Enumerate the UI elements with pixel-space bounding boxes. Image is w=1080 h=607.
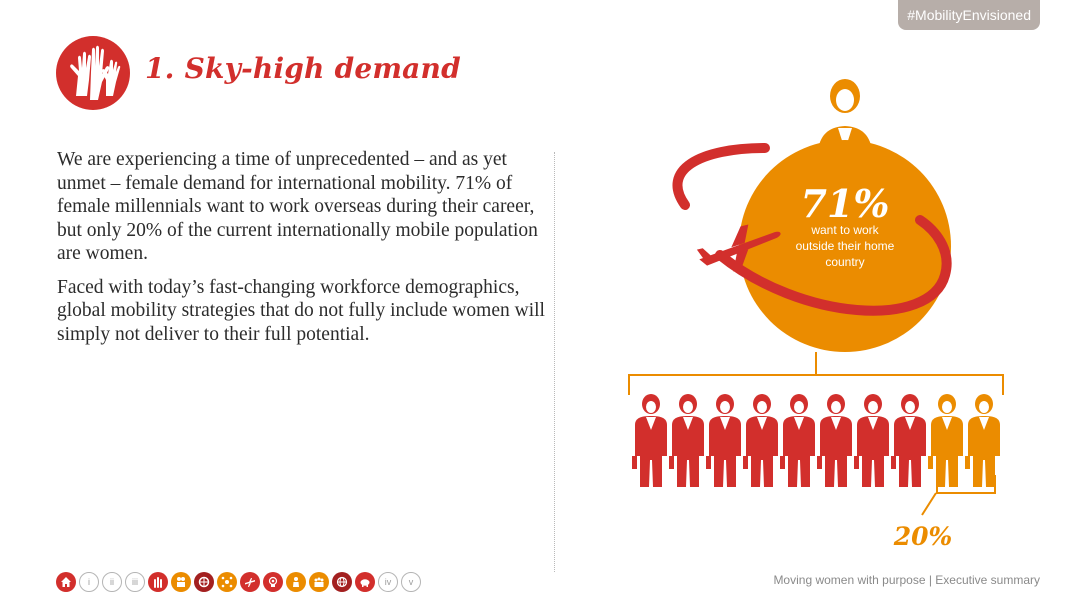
nav-home[interactable] xyxy=(56,572,76,592)
nav-section-5[interactable] xyxy=(240,572,260,592)
nav-section-1[interactable] xyxy=(148,572,168,592)
nav-section-6[interactable] xyxy=(263,572,283,592)
raised-hands-icon xyxy=(56,36,130,110)
big-stat: 71% xyxy=(801,181,890,226)
nav-section-8[interactable] xyxy=(309,572,329,592)
nav-v[interactable]: v xyxy=(401,572,421,592)
hashtag-badge: #MobilityEnvisioned xyxy=(898,0,1040,30)
orbit-front-arc xyxy=(715,215,952,316)
person-icon xyxy=(290,576,302,588)
people-icon xyxy=(175,576,187,588)
big-stat-line-2: outside their home xyxy=(796,239,895,253)
big-stat-line-1: want to work xyxy=(810,223,879,237)
airplane-icon xyxy=(696,224,781,272)
paragraph-1: We are experiencing a time of unpreceden… xyxy=(57,149,538,264)
nav-section-7[interactable] xyxy=(286,572,306,592)
infographic: 71% want to work outside their home coun… xyxy=(628,79,1004,551)
section-navigation: i ii iii iv v xyxy=(56,571,421,593)
man-figure-icon xyxy=(669,394,704,487)
man-figure-icon xyxy=(891,394,926,487)
nav-section-3[interactable] xyxy=(194,572,214,592)
woman-figure-icon xyxy=(965,394,1000,487)
people-row xyxy=(632,394,1000,487)
nav-i[interactable]: i xyxy=(79,572,99,592)
nav-iv[interactable]: iv xyxy=(378,572,398,592)
man-figure-icon xyxy=(632,394,667,487)
small-stat: 20% xyxy=(893,522,953,551)
group-icon xyxy=(313,576,325,588)
hands-icon xyxy=(152,576,164,588)
globe-grid-icon xyxy=(336,576,348,588)
family-icon xyxy=(267,576,279,588)
nav-section-10[interactable] xyxy=(355,572,375,592)
vertical-divider xyxy=(554,152,555,572)
page-title: 1. Sky-high demand xyxy=(145,52,461,85)
body-text: We are experiencing a time of unpreceden… xyxy=(57,148,547,356)
woman-figure-icon xyxy=(928,394,963,487)
nav-label: i xyxy=(88,577,90,587)
man-figure-icon xyxy=(780,394,815,487)
plane-icon xyxy=(244,576,256,588)
man-figure-icon xyxy=(743,394,778,487)
footer-text: Moving women with purpose | Executive su… xyxy=(773,573,1040,587)
piggy-bank-icon xyxy=(359,576,371,588)
group-bracket xyxy=(628,352,1004,395)
big-stat-line-3: country xyxy=(825,255,864,269)
nav-label: iv xyxy=(384,577,392,587)
nav-section-2[interactable] xyxy=(171,572,191,592)
nav-label: iii xyxy=(132,577,138,587)
globe-icon xyxy=(198,576,210,588)
nav-label: v xyxy=(408,577,414,587)
man-figure-icon xyxy=(854,394,889,487)
nav-label: ii xyxy=(110,577,114,587)
nav-ii[interactable]: ii xyxy=(102,572,122,592)
women-bracket xyxy=(921,475,996,516)
man-figure-icon xyxy=(817,394,852,487)
home-icon xyxy=(60,576,72,588)
man-figure-icon xyxy=(706,394,741,487)
nav-iii[interactable]: iii xyxy=(125,572,145,592)
network-icon xyxy=(221,576,233,588)
nav-section-4[interactable] xyxy=(217,572,237,592)
paragraph-2: Faced with today’s fast-changing workfor… xyxy=(57,276,545,345)
orbit-back-arc xyxy=(672,143,770,210)
nav-section-9[interactable] xyxy=(332,572,352,592)
